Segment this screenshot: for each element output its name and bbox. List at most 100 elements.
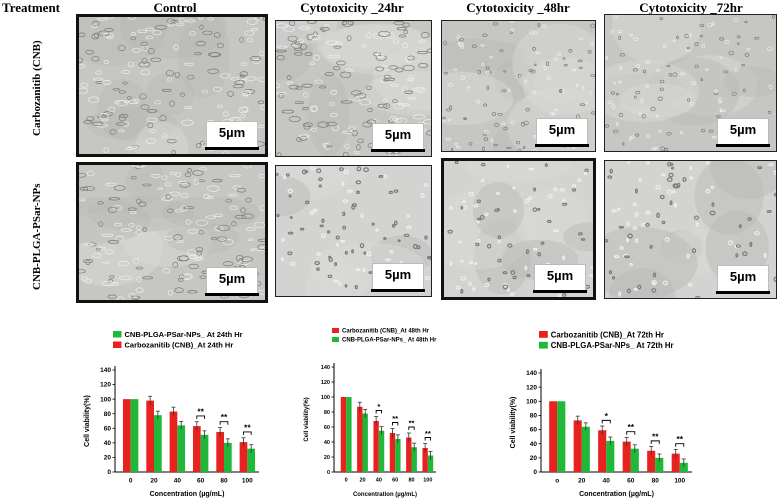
x-tick-label: 20 bbox=[150, 478, 158, 485]
bar bbox=[247, 448, 256, 472]
y-tick-label: 80 bbox=[324, 410, 330, 416]
y-tick-label: 120 bbox=[321, 380, 330, 386]
bar bbox=[389, 433, 396, 472]
significance-bracket bbox=[408, 426, 415, 430]
significance-bracket bbox=[219, 421, 229, 425]
significance-bracket bbox=[650, 440, 660, 444]
bar bbox=[406, 437, 412, 472]
legend-swatch bbox=[113, 331, 122, 338]
significance-marker: ** bbox=[409, 419, 415, 428]
bar bbox=[422, 448, 428, 472]
significance-bracket bbox=[196, 415, 205, 419]
y-tick-label: 20 bbox=[104, 455, 112, 462]
micrograph-texture bbox=[276, 21, 431, 156]
bar-chart-24hr: CNB-PLGA-PSar-NPs_ At 24th Hr Carbozaniti… bbox=[75, 325, 265, 500]
y-tick-label: 80 bbox=[104, 411, 112, 418]
legend-label: Carbozanitib (CNB)_At 24th Hr bbox=[125, 341, 234, 350]
y-tick-label: 100 bbox=[100, 396, 111, 403]
bar bbox=[200, 434, 209, 472]
cytotoxicity-48hr-header: Cytotoxicity _48hr bbox=[466, 0, 570, 15]
bar bbox=[679, 462, 688, 472]
bar bbox=[357, 406, 363, 472]
bar bbox=[169, 411, 178, 472]
significance-bracket bbox=[243, 431, 252, 435]
legend-label: CNB-PLGA-PSar-NPs_ At 72th Hr bbox=[551, 341, 674, 350]
significance-marker: ** bbox=[425, 429, 431, 438]
cytotoxicity-72hr-header: Cytotoxicity _72hr bbox=[639, 0, 743, 15]
significance-marker: ** bbox=[244, 422, 251, 432]
x-tick-label: 60 bbox=[627, 478, 635, 485]
x-axis-label: Concentration (µg/mL) bbox=[579, 491, 654, 498]
control-header: Control bbox=[153, 0, 197, 15]
scale-bar-line bbox=[371, 149, 425, 152]
bar bbox=[192, 426, 201, 472]
x-tick-label: 100 bbox=[423, 478, 432, 484]
bar bbox=[224, 442, 232, 472]
bar bbox=[146, 400, 154, 472]
significance-marker: ** bbox=[627, 422, 634, 432]
scale-bar-label: 5µm bbox=[371, 263, 425, 292]
y-tick-label: 140 bbox=[526, 370, 537, 377]
micrograph-texture bbox=[444, 161, 593, 297]
x-tick-label: 40 bbox=[603, 478, 611, 485]
x-tick-label: 60 bbox=[197, 478, 205, 485]
y-tick-label: 40 bbox=[324, 440, 330, 446]
bar bbox=[630, 448, 639, 472]
micrograph-texture bbox=[79, 17, 265, 154]
scale-bar-line bbox=[716, 144, 770, 147]
legend-swatch bbox=[539, 331, 548, 338]
bar bbox=[177, 425, 186, 472]
micrograph-texture bbox=[276, 166, 431, 296]
bar bbox=[130, 399, 139, 472]
significance-bracket bbox=[626, 431, 636, 435]
scale-bar-line bbox=[535, 144, 589, 147]
x-tick-label: 100 bbox=[242, 478, 253, 485]
scale-bar-label: 5µm bbox=[716, 118, 770, 147]
y-tick-label: 0 bbox=[327, 470, 330, 476]
row-label-nps: CNB-PLGA-PSar-NPs bbox=[31, 183, 43, 290]
y-tick-label: 60 bbox=[530, 427, 538, 434]
y-tick-label: 120 bbox=[526, 384, 537, 391]
legend-swatch bbox=[332, 337, 339, 342]
scale-bar-line bbox=[716, 291, 770, 294]
micrograph-cnb-control: 5µm bbox=[76, 14, 268, 157]
micrograph-cnb-48hr: 5µm bbox=[441, 20, 596, 152]
legend-swatch bbox=[539, 341, 548, 349]
bar bbox=[378, 430, 385, 472]
row-label-cnb: Carbozanitib (CNB) bbox=[31, 40, 43, 136]
x-axis-label: Concentration (µg/mL) bbox=[150, 491, 225, 498]
bar bbox=[573, 420, 582, 472]
significance-marker: * bbox=[377, 402, 380, 411]
y-tick-label: 80 bbox=[530, 413, 538, 420]
bar-chart-72hr: Carbozanitib (CNB)_At 72th Hr CNB-PLGA-PS… bbox=[503, 325, 698, 500]
legend-swatch bbox=[332, 328, 339, 333]
significance-marker: ** bbox=[221, 412, 228, 422]
bar bbox=[549, 401, 558, 472]
x-axis-label: Concentration (µg/mL) bbox=[353, 492, 417, 498]
scale-bar-line bbox=[205, 293, 259, 296]
significance-bracket bbox=[424, 437, 431, 441]
bar bbox=[622, 441, 631, 472]
bar bbox=[655, 457, 664, 472]
x-tick-label: 0 bbox=[129, 478, 133, 485]
scale-bar-label: 5µm bbox=[205, 267, 259, 296]
significance-bracket bbox=[392, 422, 399, 426]
significance-bracket bbox=[375, 410, 382, 414]
micrograph-nps-48hr: 5µm bbox=[441, 158, 596, 300]
x-tick-label: 20 bbox=[359, 478, 365, 484]
scale-bar-line bbox=[533, 290, 587, 293]
significance-marker: ** bbox=[652, 431, 659, 441]
significance-bracket bbox=[675, 443, 685, 447]
scale-bar-line bbox=[371, 289, 425, 292]
x-tick-label: 100 bbox=[674, 478, 685, 485]
x-tick-label: o bbox=[555, 478, 559, 485]
scale-bar-line bbox=[205, 147, 259, 150]
y-axis-label: Cell viability(%) bbox=[84, 395, 91, 447]
scale-bar-label: 5µm bbox=[205, 121, 259, 150]
significance-marker: * bbox=[605, 411, 609, 421]
x-tick-label: 0 bbox=[345, 478, 348, 484]
micrograph-texture bbox=[605, 15, 776, 151]
y-tick-label: 40 bbox=[104, 440, 112, 447]
bar bbox=[346, 397, 352, 472]
y-axis-label: Cell viability(%) bbox=[304, 397, 310, 441]
